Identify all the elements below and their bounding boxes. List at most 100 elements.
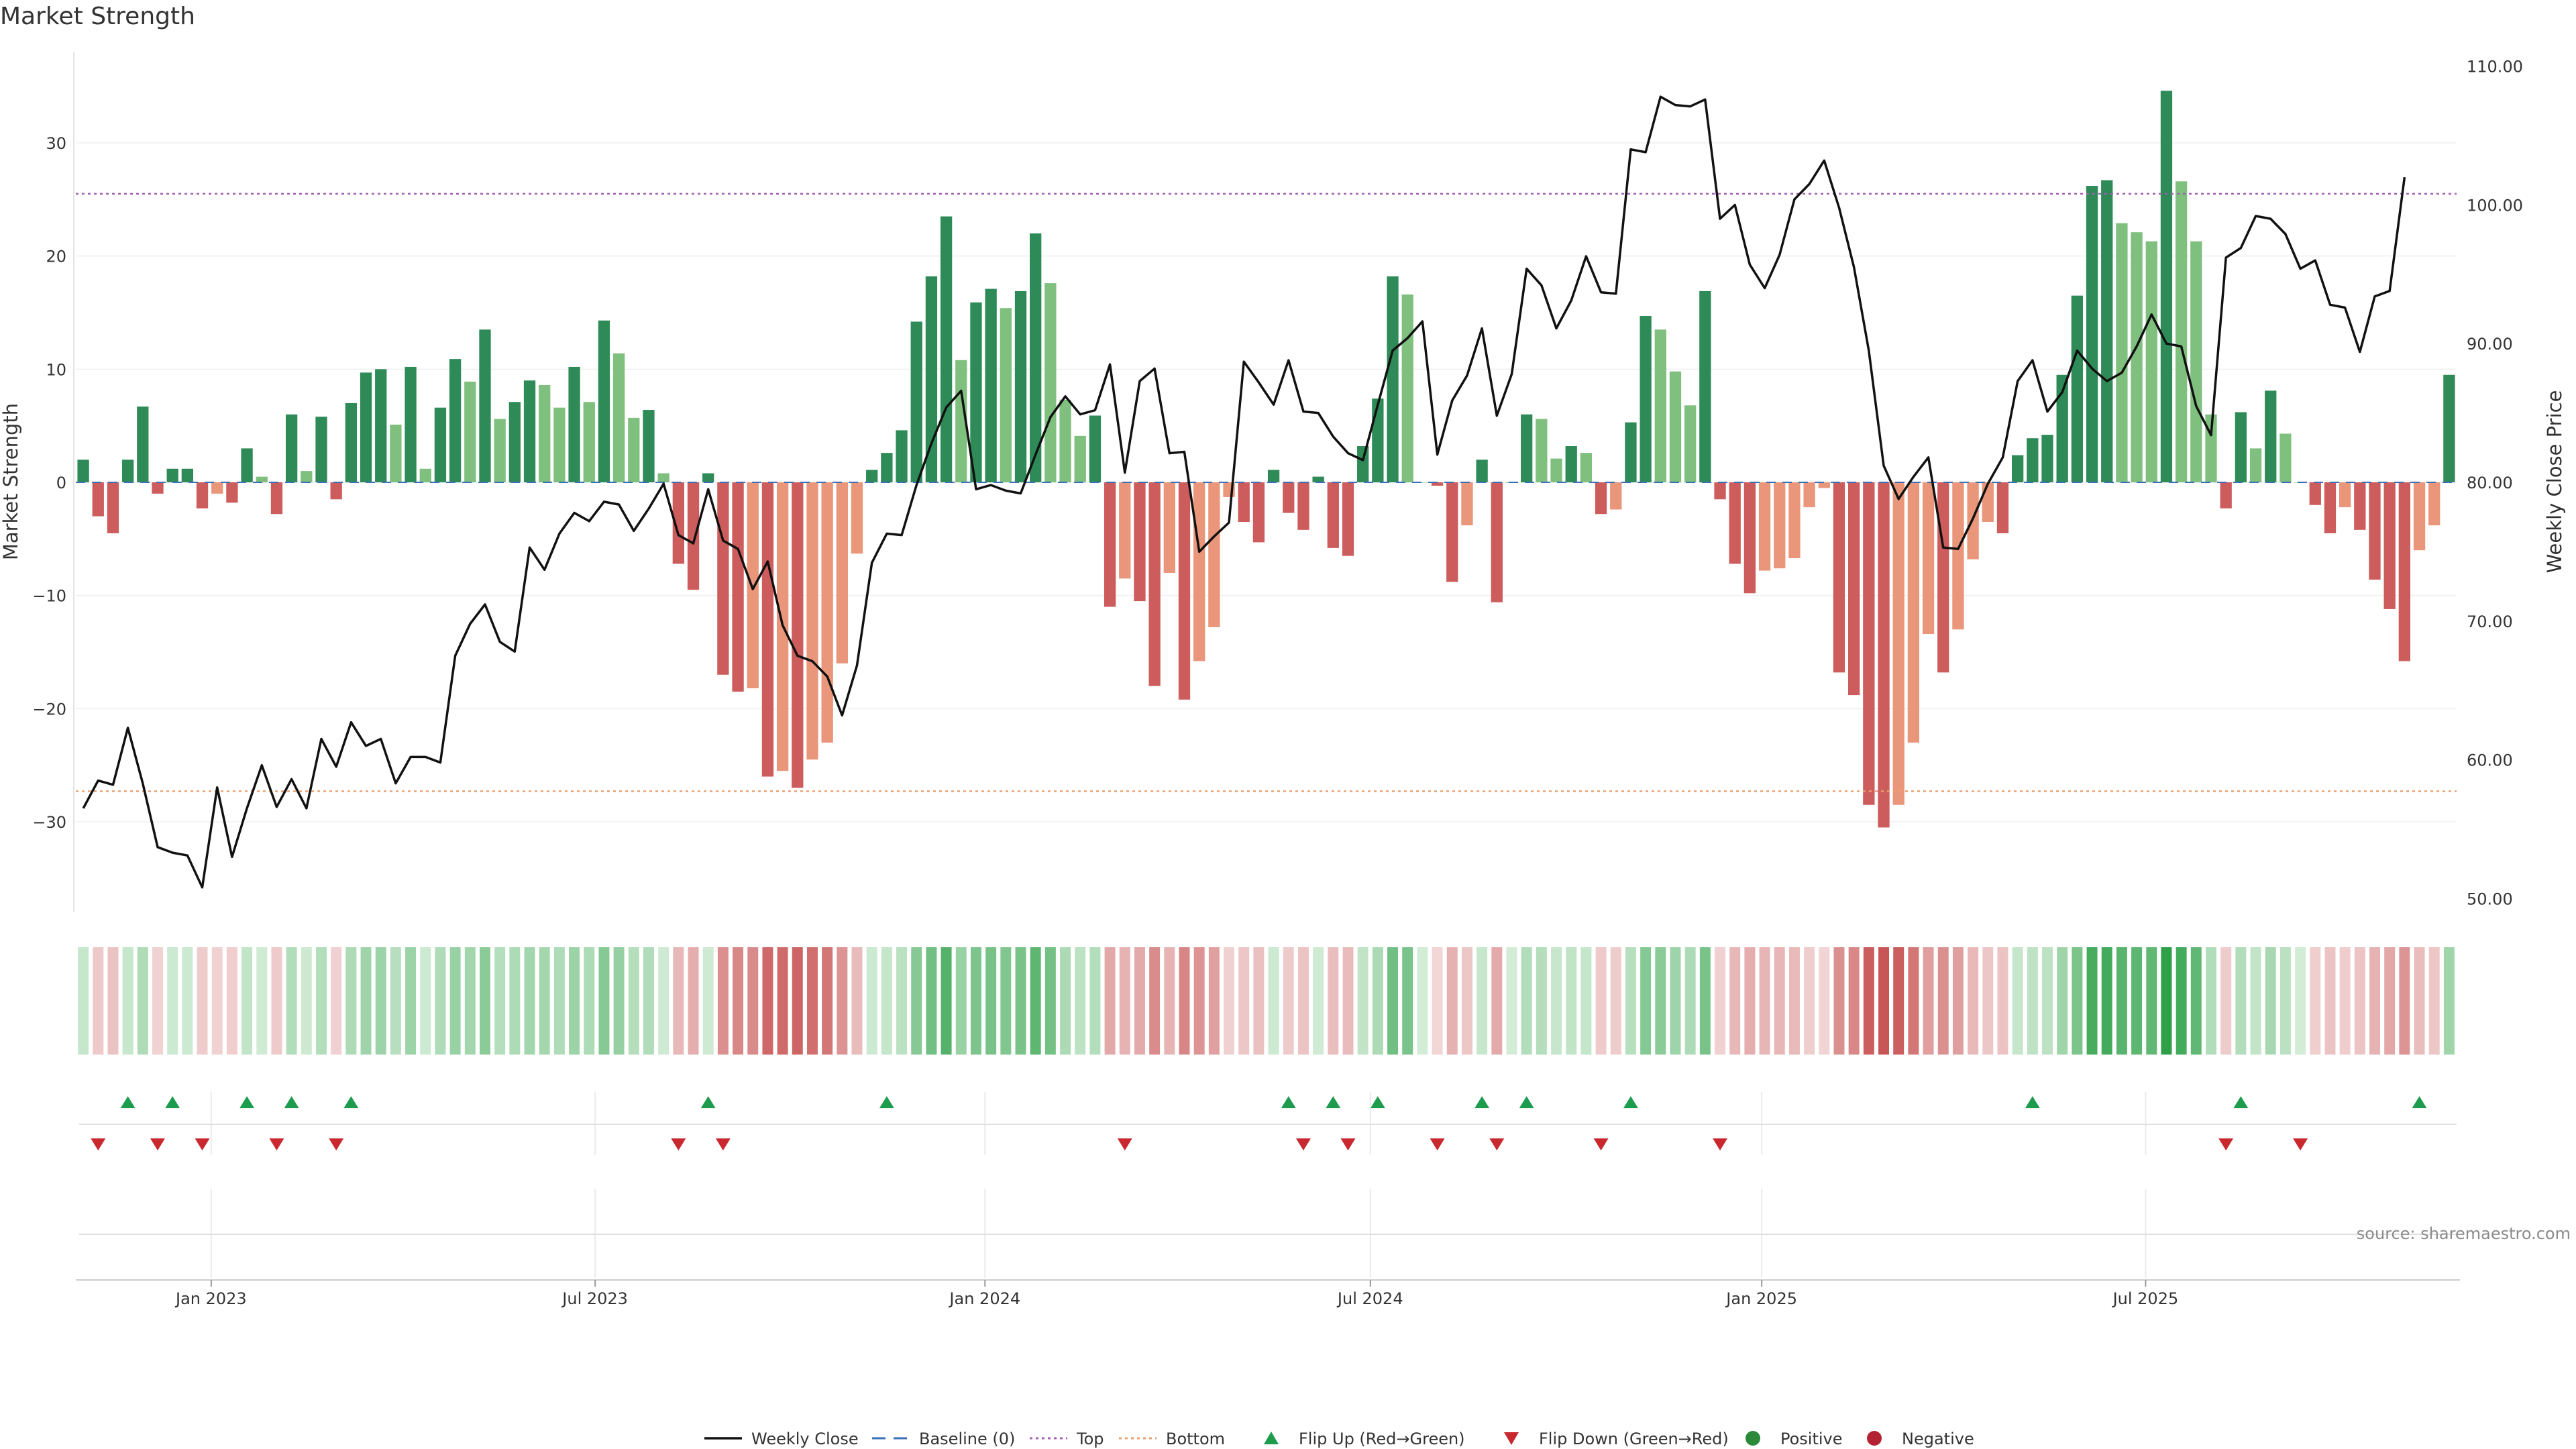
legend-swatch bbox=[1867, 1431, 1882, 1446]
strength-bar bbox=[1833, 482, 1845, 673]
strength-bar bbox=[2339, 482, 2351, 508]
strength-bar bbox=[1044, 283, 1057, 482]
strength-bar bbox=[315, 417, 327, 482]
strength-bar bbox=[1104, 482, 1116, 607]
heat-cell bbox=[122, 947, 133, 1055]
left-tick-label: −20 bbox=[32, 700, 66, 718]
heat-cell bbox=[1744, 947, 1756, 1055]
heat-cell bbox=[331, 947, 342, 1055]
heat-cell bbox=[658, 947, 669, 1055]
flip-up-marker bbox=[120, 1096, 136, 1108]
heat-cell bbox=[851, 947, 863, 1055]
strength-bar bbox=[1134, 482, 1146, 602]
strength-bar bbox=[523, 380, 536, 482]
heat-cell bbox=[1670, 947, 1681, 1055]
heat-cell bbox=[955, 947, 967, 1055]
heat-cell bbox=[1819, 947, 1830, 1055]
strength-bar bbox=[434, 407, 447, 482]
strength-bar bbox=[1878, 482, 1890, 828]
left-axis: 30 20 10 0 −10 −20 −30 bbox=[32, 52, 74, 912]
heat-cell bbox=[1506, 947, 1517, 1055]
strength-bar bbox=[1014, 290, 1027, 482]
flip-down-marker bbox=[1593, 1138, 1609, 1150]
heat-cell bbox=[792, 947, 803, 1055]
strength-bar bbox=[1283, 482, 1295, 513]
left-tick-label: 20 bbox=[46, 248, 66, 266]
heat-cell bbox=[1075, 947, 1086, 1055]
heat-cell bbox=[375, 947, 386, 1055]
heat-cell bbox=[1044, 947, 1056, 1055]
strength-bar bbox=[375, 369, 387, 482]
flip-down-marker bbox=[1295, 1138, 1311, 1150]
heat-cell bbox=[2027, 947, 2038, 1055]
strength-bar bbox=[1729, 482, 1741, 564]
heat-cell bbox=[584, 947, 595, 1055]
left-tick-label: 30 bbox=[46, 134, 66, 153]
flip-down-marker bbox=[671, 1138, 686, 1150]
heat-cell bbox=[1238, 947, 1250, 1055]
flip-up-marker bbox=[1519, 1096, 1534, 1108]
strength-bar bbox=[2175, 181, 2188, 482]
strength-bar bbox=[1714, 482, 1726, 500]
flip-up-marker bbox=[1281, 1096, 1296, 1108]
heat-cell bbox=[2131, 947, 2143, 1055]
strength-bar bbox=[2190, 241, 2202, 482]
strength-bar bbox=[1059, 399, 1071, 482]
heat-cell bbox=[1595, 947, 1607, 1055]
strength-bar bbox=[226, 482, 238, 503]
strength-bar bbox=[910, 321, 922, 482]
strength-bar bbox=[2324, 482, 2337, 533]
strength-bar bbox=[1252, 482, 1265, 543]
time-tick-label: Jan 2025 bbox=[1725, 1289, 1797, 1308]
flip-up-marker bbox=[1326, 1096, 1341, 1108]
heat-cell bbox=[1134, 947, 1145, 1055]
strength-bar bbox=[1416, 482, 1429, 483]
flip-up-marker bbox=[2233, 1096, 2249, 1108]
legend: Weekly Close Baseline (0) Top Bottom Flip Up… bbox=[704, 1430, 1974, 1448]
heat-cell bbox=[420, 947, 431, 1055]
strength-bar bbox=[196, 482, 209, 508]
strength-bar bbox=[345, 402, 358, 482]
heat-cell bbox=[1000, 947, 1012, 1055]
flip-down-marker bbox=[1489, 1138, 1505, 1150]
strength-bar bbox=[1699, 290, 1711, 482]
flip-up-marker bbox=[700, 1096, 716, 1108]
strength-bar bbox=[494, 419, 506, 482]
flip-up-marker bbox=[1623, 1096, 1638, 1108]
heat-cell bbox=[837, 947, 848, 1055]
heat-cell bbox=[1030, 947, 1041, 1055]
strength-bar bbox=[2235, 412, 2247, 482]
right-tick-label: 80.00 bbox=[2467, 474, 2513, 492]
strength-bar bbox=[1892, 482, 1904, 805]
heat-cell bbox=[464, 947, 476, 1055]
heat-cell bbox=[1566, 947, 1577, 1055]
strength-bar bbox=[330, 482, 342, 500]
strength-bar bbox=[1372, 398, 1384, 482]
strength-bar bbox=[1327, 482, 1339, 548]
heat-cell bbox=[286, 947, 297, 1055]
heat-cell bbox=[1417, 947, 1428, 1055]
heat-cell bbox=[226, 947, 237, 1055]
strength-bar bbox=[1208, 482, 1220, 627]
strength-bar bbox=[643, 410, 655, 482]
flip-down-marker bbox=[715, 1138, 731, 1150]
flip-up-marker bbox=[239, 1096, 255, 1108]
weekly-close-line bbox=[82, 95, 2406, 889]
heat-cell bbox=[1788, 947, 1800, 1055]
heat-cell bbox=[271, 947, 282, 1055]
strength-bar bbox=[2012, 455, 2024, 482]
strength-bar bbox=[1119, 482, 1131, 579]
strength-bar bbox=[836, 482, 848, 663]
strength-bar bbox=[2309, 482, 2321, 505]
heat-cell bbox=[911, 947, 922, 1055]
strength-bar bbox=[152, 482, 164, 494]
heat-cell bbox=[702, 947, 714, 1055]
strength-bar bbox=[2145, 241, 2157, 482]
legend-label: Negative bbox=[1902, 1430, 1974, 1448]
strength-bar bbox=[732, 482, 744, 692]
flip-up-marker bbox=[343, 1096, 359, 1108]
heat-cell bbox=[107, 947, 119, 1055]
heat-cell bbox=[1893, 947, 1904, 1055]
heat-cell bbox=[2101, 947, 2112, 1055]
strength-bar bbox=[628, 417, 640, 482]
